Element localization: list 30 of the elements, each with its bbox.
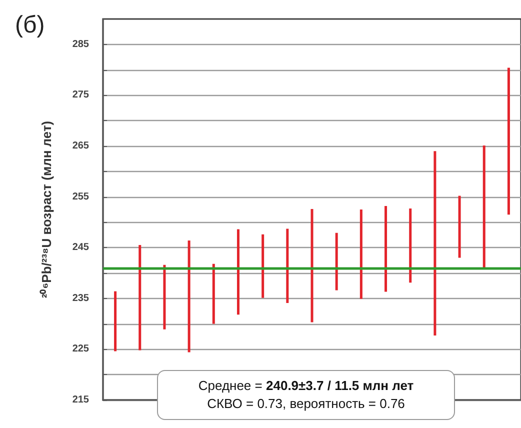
y-tick-label: 225 [72,344,90,355]
callout-box: Среднее = 240.9±3.7 / 11.5 млн лет СКВО = 0.73, вероятность = 0.76 [157,370,455,420]
y-tick-label: 285 [72,38,90,50]
y-tick-label: 275 [72,90,90,101]
y-tick-label: 245 [72,242,90,254]
y-tick-label: 235 [72,292,90,304]
bar [114,291,117,352]
bar [507,68,510,215]
y-tick-label: 265 [72,140,90,152]
bar [286,228,289,303]
y-axis-title: ²⁰⁶Pb/²³⁸U возраст (млн лет) [39,120,54,298]
bar [138,245,142,350]
bar [409,208,412,283]
annotation: Среднее = 240.9±3.7 / 11.5 млн лет [198,378,414,393]
bar [384,206,388,292]
annotation: СКВО = 0.73, вероятность = 0.76 [206,395,406,413]
bar [458,196,461,258]
chart-title: (б) [15,12,45,38]
bar [212,264,215,324]
bar [236,229,240,315]
bar [262,234,264,298]
bar [360,210,362,299]
y-tick-label: 215 [72,394,90,406]
bar [163,264,166,330]
bar [188,240,190,352]
bar [434,151,436,336]
bar [310,208,314,322]
bar [335,232,338,290]
y-tick-label: 255 [72,191,90,202]
bar [482,145,486,268]
